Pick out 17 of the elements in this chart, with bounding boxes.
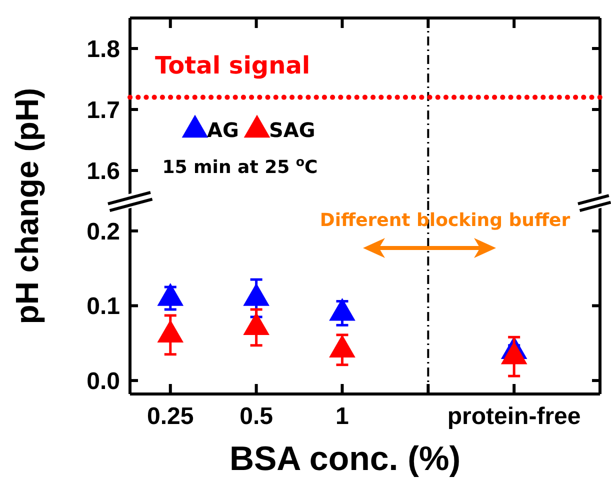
annotation: 15 min at 25 $^{o}$C <box>162 154 318 178</box>
y-tick-label: 0.0 <box>86 368 120 395</box>
x-tick-label: 0.5 <box>240 403 273 430</box>
x-tick-label: 0.25 <box>147 403 194 430</box>
y-tick-label: 1.8 <box>86 36 120 63</box>
series-label: Total signal <box>155 51 310 80</box>
x-tick-label: protein-free <box>447 403 581 430</box>
y-axis-title: pH change (pH) <box>9 88 45 324</box>
x-axis-title: BSA conc. (%) <box>229 440 461 478</box>
legend-label: AG <box>207 118 239 142</box>
y-tick-label: 1.6 <box>86 158 120 185</box>
annotation: Different blocking buffer <box>320 210 570 231</box>
x-tick-label: 1 <box>336 403 349 430</box>
y-tick-label: 0.1 <box>86 293 120 320</box>
y-tick-label: 1.7 <box>86 96 120 124</box>
y-tick-label: 0.2 <box>86 218 120 246</box>
legend-label: SAG <box>269 118 316 142</box>
